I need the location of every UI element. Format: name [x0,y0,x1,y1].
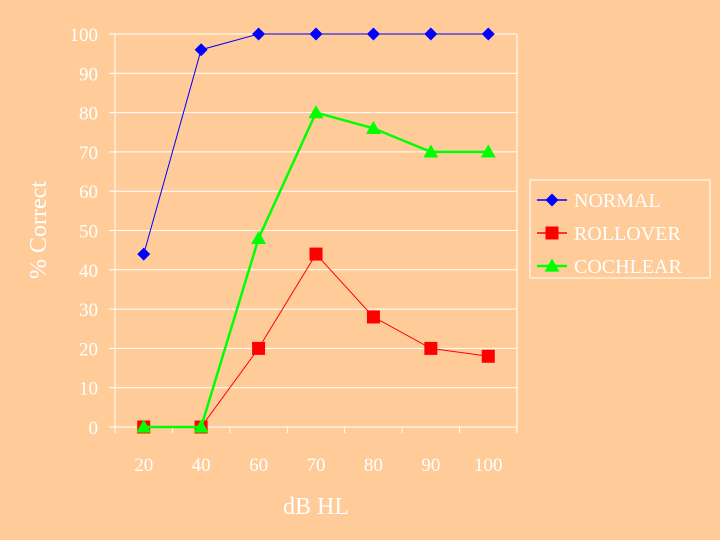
legend-item-normal: NORMAL [537,190,661,212]
y-tick-label: 10 [79,379,98,400]
y-tick-label: 30 [79,300,98,321]
data-point [251,230,267,244]
data-point [193,419,209,433]
data-point [481,349,495,363]
y-tick-label: 100 [70,25,99,46]
y-tick-label: 0 [89,418,99,439]
legend: NORMAL ROLLOVER COCHLEAR [529,179,711,279]
x-axis-title: dB HL [283,494,349,520]
axes [109,33,518,433]
x-tick-label: 80 [364,455,383,476]
data-point [424,341,438,355]
series-line [143,33,489,255]
y-tick-label: 60 [79,182,98,203]
y-tick-label: 20 [79,339,98,360]
data-point [252,27,266,41]
legend-marker [545,226,559,240]
y-tick-label: 80 [79,104,98,125]
legend-box [529,179,711,279]
y-tick-labels: 0 10 20 30 40 50 60 70 80 90 100 [70,25,99,439]
legend-marker [545,193,559,207]
data-point [481,27,495,41]
x-tick-label: 90 [421,455,440,476]
series-line [143,253,489,428]
series-normal [137,27,495,261]
data-point [366,27,380,41]
y-tick-label: 70 [79,143,98,164]
legend-label: ROLLOVER [574,223,681,245]
series-rollover [137,247,495,434]
data-point [252,341,266,355]
data-point [309,27,323,41]
data-series [136,27,496,434]
data-point [423,144,439,158]
gridlines [115,33,517,428]
data-point [308,105,324,119]
data-point [136,419,152,433]
legend-item-cochlear: COCHLEAR [537,256,682,278]
series-cochlear [136,105,496,433]
x-tick-label: 60 [249,455,268,476]
data-point [137,247,151,261]
legend-label: COCHLEAR [574,256,682,278]
x-tick-label: 40 [192,455,211,476]
legend-marker [544,258,560,272]
data-point [424,27,438,41]
data-point [480,144,496,158]
data-point [365,120,381,134]
data-point [366,310,380,324]
x-tick-label: 20 [134,455,153,476]
x-tick-label: 70 [307,455,326,476]
legend-item-rollover: ROLLOVER [537,223,681,245]
legend-label: NORMAL [574,190,661,212]
y-tick-label: 50 [79,222,98,243]
y-tick-label: 40 [79,261,98,282]
data-point [309,247,323,261]
x-tick-label: 100 [474,455,503,476]
x-tick-labels: 20 40 60 70 80 90 100 [134,455,502,476]
y-tick-label: 90 [79,64,98,85]
data-point [194,43,208,57]
y-axis-title: % Correct [26,181,52,279]
